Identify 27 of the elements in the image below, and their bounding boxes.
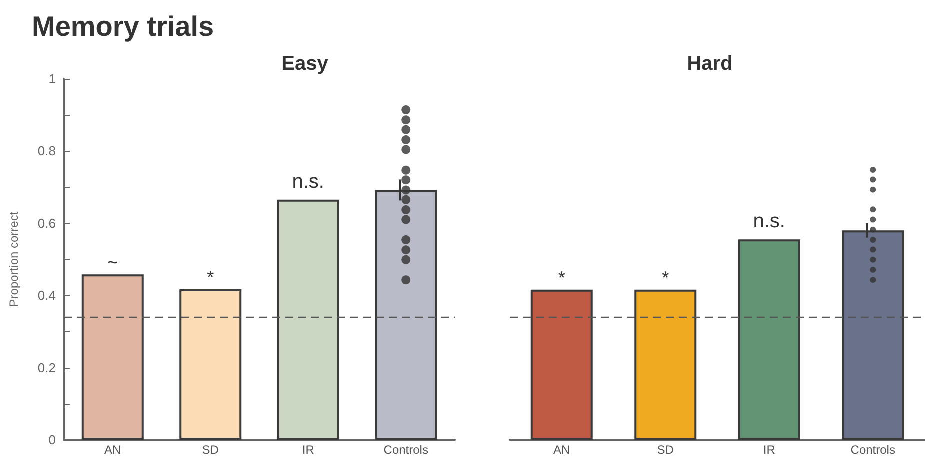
x-tick-label: Controls	[850, 443, 896, 457]
x-tick-label: AN	[104, 443, 122, 457]
annotation: n.s.	[292, 170, 324, 193]
y-tick-label: 1	[48, 72, 56, 86]
x-tick-label: SD	[657, 443, 674, 457]
y-tick-label: 0.8	[38, 144, 56, 159]
bar	[277, 200, 340, 440]
annotation: *	[558, 268, 566, 288]
bar	[82, 274, 144, 440]
y-tick-label: 0.6	[38, 216, 56, 231]
y-axis-title: Proportion correct	[7, 211, 21, 308]
annotation: *	[662, 268, 670, 288]
x-tick-label: AN	[554, 443, 570, 457]
y-tick-label: 0	[48, 432, 56, 448]
bar	[180, 289, 242, 440]
chart-title: Easy	[282, 53, 330, 75]
x-tick-label: SD	[202, 443, 220, 457]
x-tick-label: IR	[763, 443, 776, 457]
annotation: ~	[108, 252, 118, 273]
y-tick-label: 0.4	[38, 288, 56, 304]
annotation: *	[207, 267, 214, 288]
x-tick-label: Controls	[384, 443, 428, 457]
x-tick-label: IR	[302, 443, 315, 457]
text: Memory trials	[31, 10, 216, 44]
y-tick-label: 0.2	[38, 360, 56, 376]
annotation: n.s.	[753, 210, 786, 233]
chart-title: Hard	[687, 53, 733, 75]
